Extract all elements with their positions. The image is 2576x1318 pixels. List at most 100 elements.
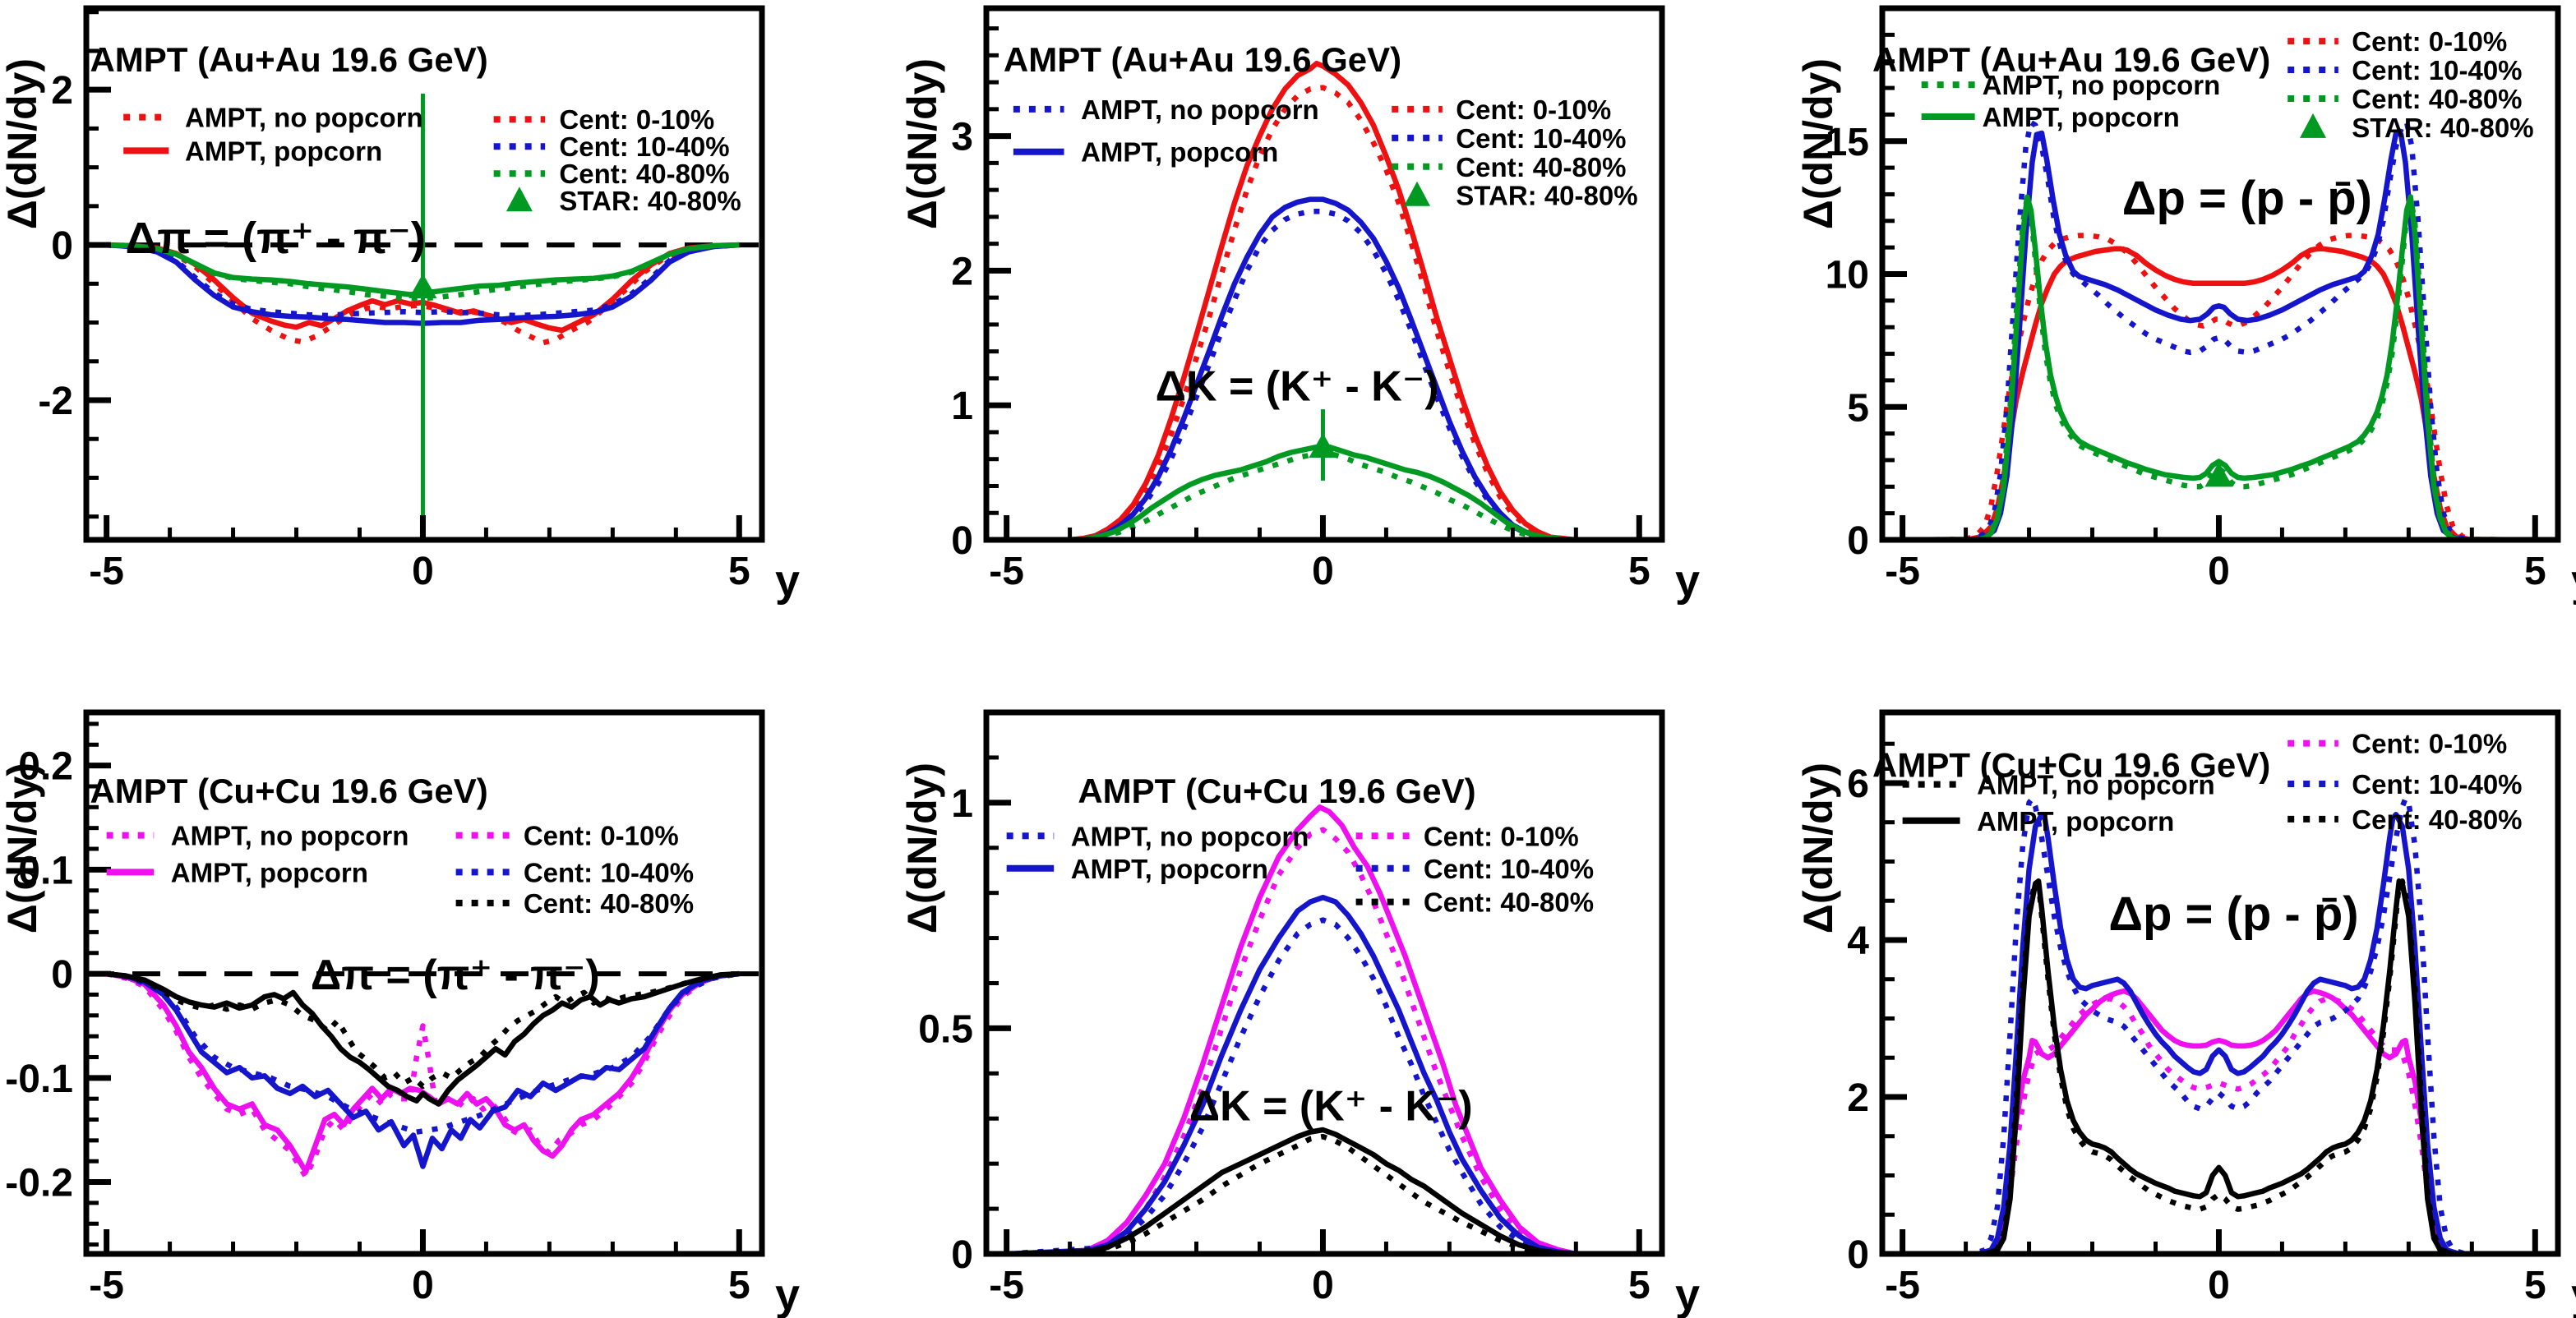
x-tick-label: -5 [989, 1264, 1024, 1307]
y-axis-label: Δ(dN/dy) [900, 58, 945, 229]
legend-label: Cent: 10-40% [2352, 769, 2522, 800]
legend-label: AMPT, no popcorn [185, 103, 423, 133]
y-tick-label: 3 [951, 116, 973, 159]
panel-title: AMPT (Cu+Cu 19.6 GeV) [1872, 745, 2270, 784]
particle-formula: ΔK = (K⁺ - K⁻) [1156, 362, 1439, 410]
legend-label: STAR: 40-80% [1456, 181, 1637, 211]
y-axis-label: Δ(dN/dy) [0, 58, 45, 229]
y-tick-label: -0.2 [5, 1162, 73, 1205]
legend-label: Cent: 40-80% [2352, 804, 2522, 835]
series-cent-0-10-no-popcorn-dotted [1006, 85, 1640, 540]
x-tick-label: 0 [412, 550, 434, 593]
series-cent-0-10-popcorn-solid [1006, 804, 1640, 1254]
legend-label: Cent: 10-40% [524, 857, 694, 887]
panel-title: AMPT (Au+Au 19.6 GeV) [1872, 40, 2270, 79]
series-cent-10-40-no-popcorn-dotted [1902, 795, 2536, 1254]
x-tick-label: 0 [2208, 550, 2230, 593]
x-tick-label: 5 [2524, 1264, 2546, 1307]
series-cent-10-40-popcorn-solid [106, 970, 740, 1169]
x-axis-label: y [2571, 1270, 2576, 1318]
x-tick-label: 0 [1312, 550, 1334, 593]
legend-label: Cent: 0-10% [559, 104, 714, 135]
legend-label: AMPT, no popcorn [1977, 770, 2215, 800]
series-cent-40-80-popcorn-solid [106, 970, 740, 1107]
legend-label: Cent: 40-80% [559, 159, 729, 189]
panel-title: AMPT (Cu+Cu 19.6 GeV) [1078, 772, 1475, 810]
y-tick-label: 2 [951, 250, 973, 293]
x-tick-label: -5 [989, 550, 1024, 593]
y-tick-label: 4 [1847, 919, 1869, 963]
legend-label: Cent: 0-10% [1456, 94, 1611, 125]
y-axis-label: Δ(dN/dy) [1796, 58, 1841, 229]
panel-cucu-kaon: -5 0 5 0 0.5 1Δ(dN/dy) y AMPT (Cu+Cu 19.6 GeV) Δ… [900, 709, 1700, 1318]
legend-triangle-marker [506, 187, 533, 212]
y-tick-label: 5 [1847, 386, 1869, 430]
x-tick-label: 5 [1628, 1264, 1650, 1307]
y-tick-label: 1 [951, 385, 973, 428]
y-axis-label: Δ(dN/dy) [1796, 763, 1841, 933]
series-cent-40-80-popcorn-solid [1902, 878, 2536, 1254]
y-tick-label: 0 [51, 953, 73, 997]
y-tick-label: -2 [38, 380, 73, 423]
x-tick-label: 0 [2208, 1264, 2230, 1307]
star-triangle-marker [2204, 462, 2233, 487]
series-cent-40-80-popcorn-solid [1006, 1127, 1640, 1254]
panel-title: AMPT (Au+Au 19.6 GeV) [90, 40, 487, 79]
x-tick-label: -5 [89, 1264, 124, 1307]
y-tick-label: 10 [1826, 254, 1869, 297]
series-cent-10-40-no-popcorn-dotted [1006, 917, 1640, 1254]
legend-label: AMPT, no popcorn [171, 821, 409, 851]
x-tick-label: 5 [728, 1264, 750, 1307]
legend-label: AMPT, popcorn [1983, 102, 2180, 132]
y-tick-label: 0.2 [18, 745, 73, 789]
y-tick-label: 2 [51, 69, 73, 113]
y-axis-label: Δ(dN/dy) [0, 763, 45, 933]
panel-auau-kaon: -5 0 5 0 1 2 3Δ(dN/dy) y AMPT (Au+Au 19.6 GeV) ΔK… [900, 5, 1700, 606]
legend-label: Cent: 0-10% [524, 821, 679, 851]
x-tick-label: 5 [1628, 550, 1650, 593]
series-cent-40-80-no-popcorn-dotted [1006, 1133, 1640, 1254]
series-cent-0-10-no-popcorn-dotted [1006, 827, 1640, 1254]
x-axis-label: y [1675, 556, 1700, 606]
legend-label: AMPT, popcorn [185, 136, 382, 166]
series-cent-0-10-popcorn-solid [1902, 988, 2536, 1254]
y-tick-label: 1 [951, 782, 973, 826]
y-tick-label: 6 [1847, 763, 1869, 806]
x-tick-label: -5 [89, 550, 124, 593]
series-cent-0-10-popcorn-solid [1902, 246, 2536, 540]
x-tick-label: -5 [1885, 550, 1920, 593]
panel-cucu-proton: -5 0 5 0 2 4 6Δ(dN/dy) y AMPT (Cu+Cu 19.6 GeV) Δp… [1796, 709, 2576, 1318]
particle-formula: Δp = (p - p̄) [2122, 172, 2372, 225]
y-tick-label: 2 [1847, 1076, 1869, 1120]
plot-frame [983, 709, 1665, 1257]
legend-label: STAR: 40-80% [559, 186, 741, 216]
panel-auau-pion: -5 0 5 -2 0 2Δ(dN/dy) y AMPT (Au+Au 19.6 GeV) Δπ… [0, 5, 800, 606]
legend-label: AMPT, no popcorn [1081, 94, 1319, 125]
y-tick-label: 0 [1847, 1233, 1869, 1277]
series-cent-10-40-popcorn-solid [1902, 811, 2536, 1254]
y-tick-label: 0.5 [918, 1007, 973, 1051]
plot-frame [1879, 709, 2561, 1257]
legend-label: Cent: 40-80% [2352, 84, 2522, 114]
series-cent-40-80-popcorn-solid [1902, 194, 2536, 540]
x-tick-label: -5 [1885, 1264, 1920, 1307]
legend-label: Cent: 40-80% [524, 888, 694, 919]
series-cent-10-40-popcorn-solid [1006, 894, 1640, 1254]
y-tick-label: 0 [51, 224, 73, 268]
y-tick-label: -0.1 [5, 1058, 73, 1101]
panel-cucu-pion: -5 0 5 -0.2 -0.1 0 0.1 0.2Δ(dN/dy) y AMPT (Cu+Cu … [0, 709, 800, 1318]
y-tick-label: 0.1 [18, 849, 73, 892]
x-axis-label: y [775, 1270, 800, 1318]
y-tick-label: 15 [1826, 121, 1869, 164]
legend-label: Cent: 40-80% [1424, 887, 1594, 918]
legend-label: AMPT, popcorn [1071, 854, 1268, 884]
x-axis-label: y [1675, 1270, 1700, 1318]
x-tick-label: 5 [2524, 550, 2546, 593]
y-tick-label: 0 [1847, 519, 1869, 563]
legend-label: AMPT, popcorn [1081, 137, 1278, 168]
series-cent-0-10-no-popcorn-dotted [1902, 996, 2536, 1254]
plot-frame [983, 5, 1665, 543]
legend-label: Cent: 0-10% [1424, 821, 1579, 851]
legend-label: Cent: 10-40% [1456, 123, 1626, 154]
series-cent-10-40-popcorn-solid [1006, 196, 1640, 540]
